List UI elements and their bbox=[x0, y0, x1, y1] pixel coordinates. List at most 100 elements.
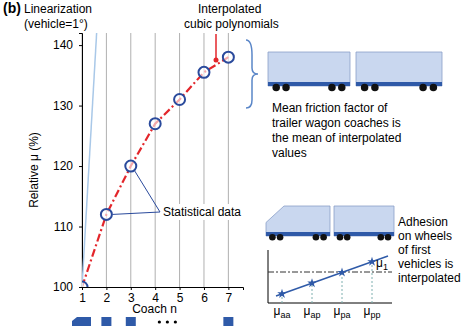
annotation-text: Statistical data bbox=[163, 205, 241, 219]
grid-line bbox=[228, 33, 229, 287]
vehicle-wheel bbox=[320, 234, 327, 241]
inset-marker bbox=[307, 278, 317, 287]
vehicle-body bbox=[356, 52, 442, 86]
vehicle-body bbox=[334, 206, 394, 236]
grid-line bbox=[106, 33, 107, 287]
pointer bbox=[112, 212, 160, 214]
grid bbox=[82, 33, 228, 287]
coach-icon bbox=[72, 317, 91, 326]
grid-line bbox=[155, 33, 156, 287]
vehicle-wheel bbox=[344, 234, 351, 241]
vehicle-body bbox=[266, 206, 330, 236]
inset-mean-line bbox=[268, 272, 392, 273]
vehicle-wheel bbox=[378, 234, 385, 241]
annotation-text: of first bbox=[398, 243, 431, 257]
x-tick-label: 7 bbox=[226, 291, 233, 305]
pointer bbox=[215, 34, 217, 58]
y-tick: 130 bbox=[53, 99, 82, 113]
inset-guide bbox=[372, 262, 373, 303]
plot-area bbox=[82, 33, 234, 287]
inset-label: μap bbox=[304, 304, 321, 320]
annotation-text: cubic polynomials bbox=[184, 17, 279, 31]
y-axis-line bbox=[79, 34, 83, 288]
decorations bbox=[72, 34, 442, 326]
x-tick-label: 6 bbox=[201, 291, 208, 305]
y-tick-mark bbox=[79, 287, 82, 288]
y-tick-label: 100 bbox=[53, 280, 73, 294]
vehicle-wheel bbox=[385, 234, 392, 241]
inset-label: μ1 bbox=[376, 256, 388, 272]
inset-axis bbox=[268, 250, 269, 303]
coach-icon bbox=[223, 317, 233, 326]
series-line bbox=[82, 57, 228, 287]
markers bbox=[82, 52, 234, 287]
annotations: Linearization(vehicle=1°) Interpolatedcub… bbox=[24, 2, 461, 285]
vehicle-wheel bbox=[361, 84, 368, 91]
x-tick: 5 bbox=[177, 287, 184, 305]
brace bbox=[246, 40, 258, 108]
vehicle-wheel bbox=[430, 84, 437, 91]
annotation-text: Adhesion bbox=[398, 215, 448, 229]
annotation-text: Mean friction factor of bbox=[272, 101, 388, 115]
vehicle-body bbox=[268, 52, 350, 86]
annotation: Statistical data bbox=[161, 204, 243, 220]
ellipsis-dot bbox=[174, 320, 177, 323]
vehicle-wheel bbox=[269, 234, 276, 241]
inset-marker bbox=[337, 267, 347, 276]
vehicle-wheel bbox=[313, 234, 320, 241]
x-tick-label: 1 bbox=[79, 291, 86, 305]
annotation-text: Linearization bbox=[24, 2, 92, 16]
vehicle-wheel bbox=[282, 84, 289, 91]
data-point bbox=[198, 67, 209, 78]
x-axis-title: Coach n bbox=[132, 302, 177, 316]
x-tick-label: 5 bbox=[177, 291, 184, 305]
annotation-text: Interpolated bbox=[198, 2, 261, 16]
inset-marker bbox=[277, 289, 287, 298]
data-point bbox=[82, 282, 88, 288]
label-patch bbox=[161, 204, 243, 220]
series-line bbox=[82, 33, 97, 287]
y-tick-mark bbox=[79, 45, 82, 46]
y-axis: 100 110 120 130 140 bbox=[53, 34, 83, 295]
y-tick-label: 120 bbox=[53, 159, 73, 173]
y-tick: 110 bbox=[54, 220, 82, 234]
vehicle-wheel bbox=[338, 84, 345, 91]
x-tick: 6 bbox=[201, 287, 208, 305]
x-tick: 2 bbox=[104, 287, 111, 305]
x-tick-label: 2 bbox=[104, 291, 111, 305]
annotation: Adhesionon wheelsof firstvehicles isinte… bbox=[398, 215, 461, 285]
annotation: Mean friction factor oftrailer wagon coa… bbox=[272, 101, 401, 160]
inset-label: μaa bbox=[274, 304, 291, 320]
inset-label: μpa bbox=[334, 304, 351, 320]
inset-guide bbox=[312, 283, 313, 303]
y-tick: 120 bbox=[53, 159, 82, 173]
y-tick: 100 bbox=[53, 280, 82, 294]
inset-axis bbox=[268, 303, 392, 304]
y-tick-label: 130 bbox=[53, 99, 73, 113]
vehicle-wheel bbox=[419, 84, 426, 91]
inset-guide bbox=[342, 272, 343, 303]
x-tick: 7 bbox=[226, 287, 233, 305]
data-point bbox=[174, 94, 185, 105]
coach-icon bbox=[126, 317, 136, 326]
annotation-text: trailer wagon coaches is bbox=[272, 116, 401, 130]
vehicle-wheel bbox=[272, 84, 279, 91]
annotation-text: on wheels bbox=[398, 229, 452, 243]
annotation-text: (vehicle=1°) bbox=[24, 17, 88, 31]
data-point bbox=[223, 52, 234, 63]
annotation-text: values bbox=[272, 146, 307, 160]
y-tick-mark bbox=[79, 106, 82, 107]
grid-line bbox=[179, 33, 180, 287]
x-tick: 1 bbox=[79, 287, 86, 305]
y-tick-mark bbox=[79, 166, 82, 167]
figure: (b)1234567100110120130140Coach nRelative… bbox=[0, 0, 465, 329]
inset-trend bbox=[276, 256, 388, 296]
annotation-text: interpolated bbox=[398, 271, 461, 285]
vehicle-frame bbox=[356, 82, 442, 86]
vehicle-wheel bbox=[337, 234, 344, 241]
y-tick: 140 bbox=[53, 38, 82, 52]
pointer-dot bbox=[214, 58, 219, 63]
y-tick-mark bbox=[79, 227, 82, 228]
data-point bbox=[125, 161, 136, 172]
y-axis-title: Relative μ (%) bbox=[27, 132, 41, 208]
